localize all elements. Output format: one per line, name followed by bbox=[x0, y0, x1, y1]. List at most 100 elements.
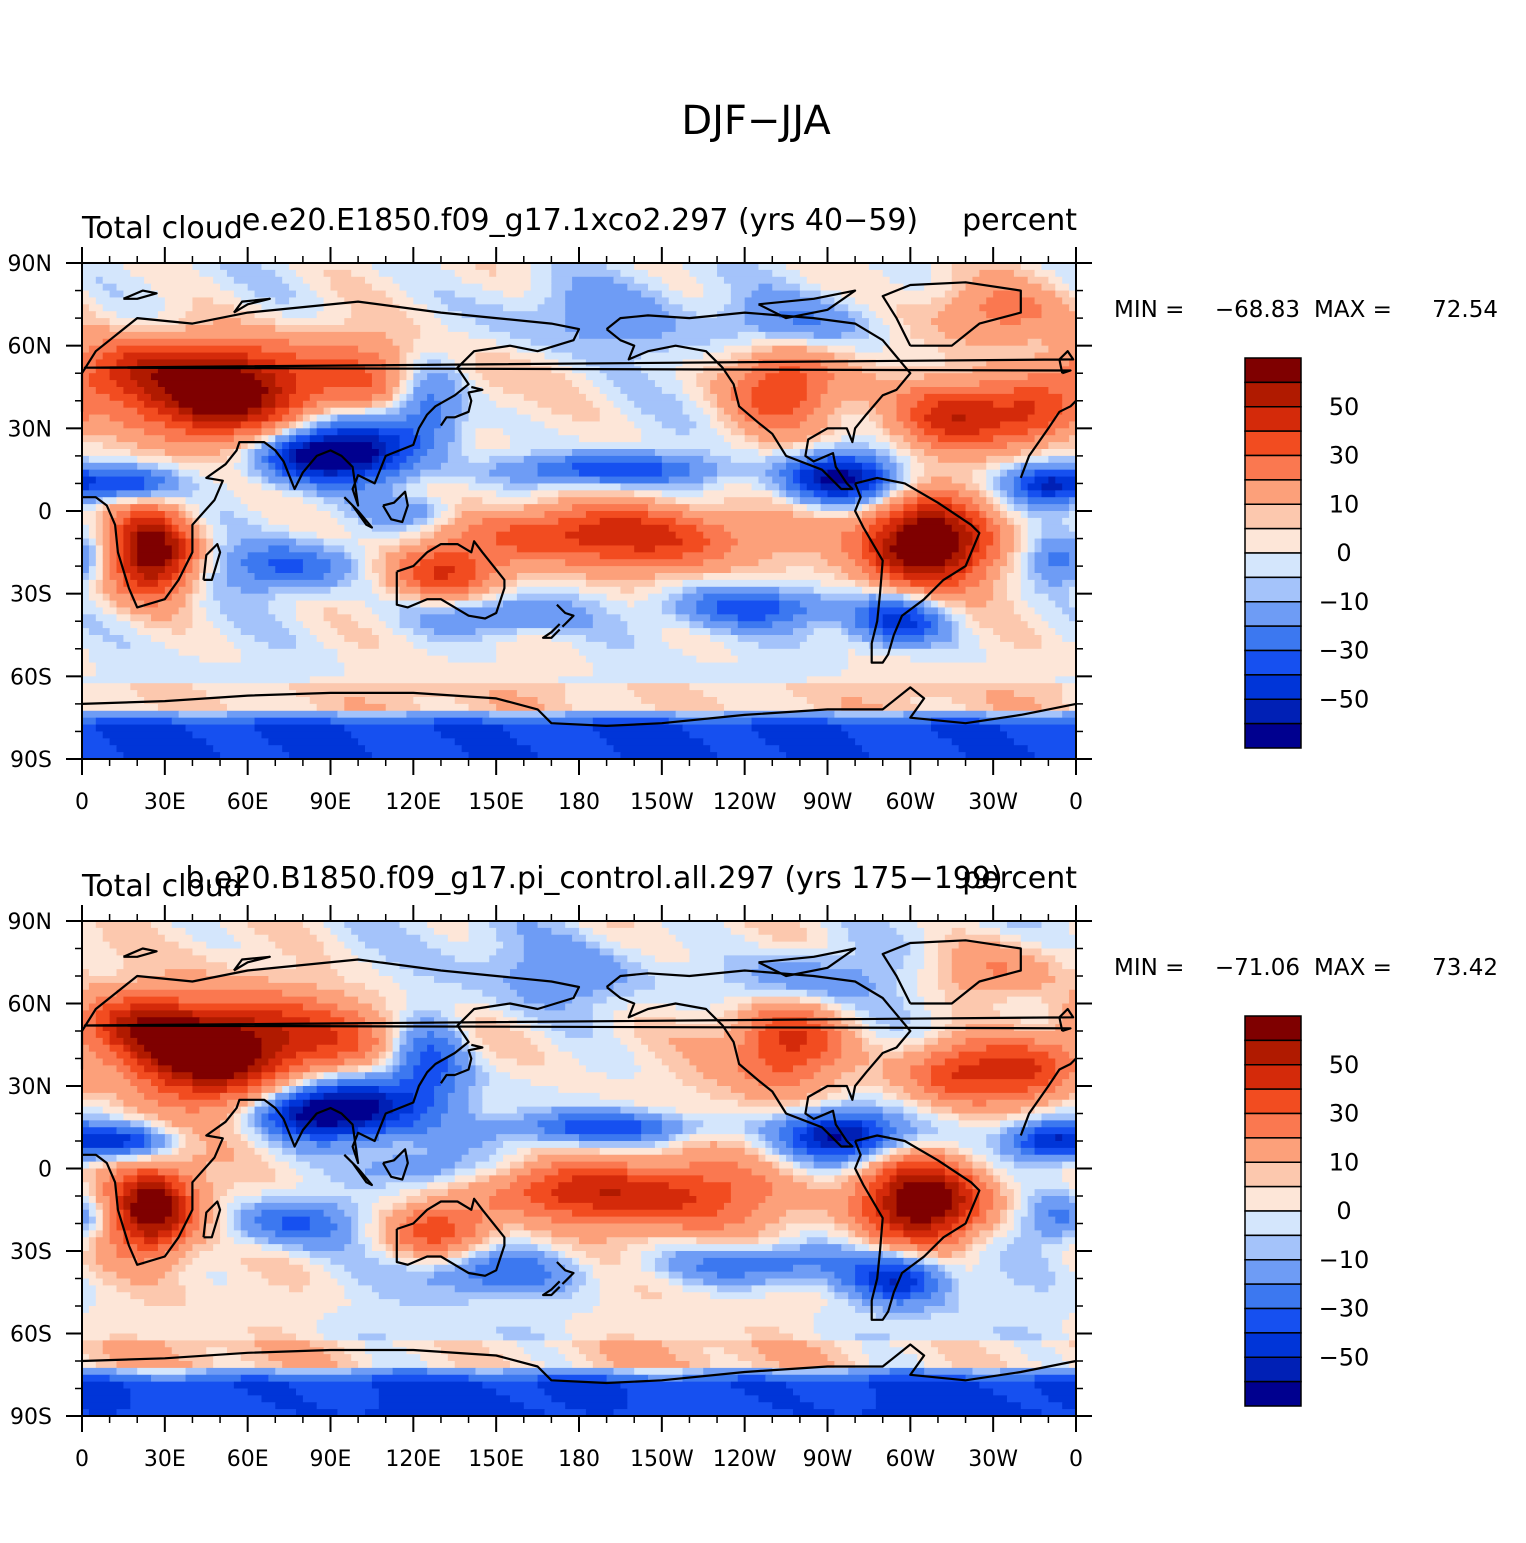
field-cell bbox=[924, 469, 974, 478]
field-cell bbox=[827, 1278, 842, 1286]
field-cell bbox=[958, 1202, 974, 1211]
field-cell bbox=[1020, 290, 1056, 299]
field-cell bbox=[489, 1237, 504, 1245]
field-cell bbox=[192, 1196, 200, 1204]
field-cell bbox=[178, 559, 187, 567]
colorbar-box bbox=[1244, 503, 1302, 530]
field-cell bbox=[820, 1106, 884, 1115]
field-cell bbox=[475, 1113, 525, 1121]
field-cell bbox=[434, 976, 504, 984]
field-cell bbox=[330, 1024, 359, 1032]
field-cell bbox=[654, 955, 691, 963]
field-cell bbox=[1055, 1065, 1077, 1073]
field-cell bbox=[399, 449, 414, 457]
field-cell bbox=[192, 621, 214, 629]
field-cell bbox=[675, 1072, 704, 1080]
field-cell bbox=[917, 607, 925, 615]
field-cell bbox=[185, 1223, 200, 1231]
field-cell bbox=[268, 414, 283, 423]
field-cell bbox=[261, 731, 352, 739]
field-cell bbox=[365, 1017, 387, 1025]
field-cell bbox=[240, 1113, 249, 1121]
field-cell bbox=[185, 1251, 200, 1259]
field-cell bbox=[489, 325, 566, 333]
field-cell bbox=[309, 1161, 373, 1170]
field-cell bbox=[109, 393, 138, 402]
field-cell bbox=[641, 1065, 670, 1073]
field-cell bbox=[116, 1161, 207, 1170]
field-cell bbox=[254, 1237, 269, 1245]
field-cell bbox=[758, 1044, 787, 1053]
field-cell bbox=[302, 1106, 380, 1115]
field-cell bbox=[813, 462, 863, 471]
field-cell bbox=[282, 1086, 290, 1094]
field-cell bbox=[523, 393, 587, 402]
field-cell bbox=[109, 538, 118, 547]
field-cell bbox=[406, 1003, 456, 1011]
field-cell bbox=[123, 1230, 131, 1238]
field-cell bbox=[523, 934, 573, 943]
field-cell bbox=[178, 511, 187, 519]
field-cell bbox=[427, 1106, 449, 1115]
field-cell bbox=[254, 1099, 263, 1108]
field-cell bbox=[123, 1237, 145, 1245]
field-cell bbox=[316, 428, 338, 436]
field-cell bbox=[461, 1154, 490, 1163]
field-cell bbox=[351, 566, 359, 574]
field-cell bbox=[937, 955, 953, 963]
field-cell bbox=[185, 325, 276, 333]
field-cell bbox=[130, 1079, 152, 1087]
field-cell bbox=[447, 1106, 470, 1115]
field-cell bbox=[95, 1285, 118, 1293]
field-cell bbox=[82, 511, 97, 519]
field-cell bbox=[1034, 1072, 1056, 1080]
field-cell bbox=[1020, 1127, 1036, 1135]
field-cell bbox=[813, 586, 863, 595]
field-cell bbox=[1034, 1202, 1077, 1211]
field-cell bbox=[779, 1237, 808, 1245]
field-cell bbox=[1013, 545, 1022, 553]
field-cell bbox=[813, 1161, 842, 1170]
field-cell bbox=[247, 449, 256, 457]
field-cell bbox=[378, 635, 408, 643]
field-cell bbox=[544, 1361, 573, 1369]
field-cell bbox=[261, 1037, 290, 1046]
field-cell bbox=[220, 1237, 235, 1245]
field-cell bbox=[917, 1257, 925, 1266]
field-cell bbox=[579, 1285, 601, 1293]
field-cell bbox=[806, 1106, 822, 1115]
field-cell bbox=[226, 635, 256, 643]
field-cell bbox=[634, 490, 663, 498]
field-cell bbox=[903, 1086, 925, 1094]
field-cell bbox=[613, 982, 656, 991]
field-cell bbox=[855, 497, 870, 505]
field-cell bbox=[468, 552, 601, 560]
field-cell bbox=[648, 269, 691, 278]
field-cell bbox=[344, 697, 366, 705]
field-cell bbox=[358, 641, 380, 650]
field-cell bbox=[88, 380, 118, 388]
field-cell bbox=[406, 490, 428, 498]
field-cell bbox=[841, 1134, 863, 1142]
field-cell bbox=[171, 552, 180, 560]
field-cell bbox=[627, 683, 691, 691]
field-cell bbox=[917, 511, 946, 519]
field-cell bbox=[723, 435, 746, 443]
field-cell bbox=[834, 1285, 856, 1293]
field-cell bbox=[440, 731, 511, 739]
field-cell bbox=[358, 1237, 373, 1245]
field-cell bbox=[164, 538, 180, 547]
colorbar-box bbox=[1244, 454, 1302, 481]
field-cell bbox=[371, 1161, 456, 1170]
field-cell bbox=[675, 1106, 787, 1115]
field-cell bbox=[378, 435, 401, 443]
field-cell bbox=[931, 1271, 946, 1280]
field-cell bbox=[1034, 1285, 1049, 1293]
field-cell bbox=[302, 1264, 325, 1273]
field-cell bbox=[937, 948, 953, 956]
field-cell bbox=[123, 538, 131, 547]
field-cell bbox=[95, 662, 345, 671]
field-cell bbox=[696, 1127, 746, 1135]
field-cell bbox=[758, 1134, 766, 1142]
field-cell bbox=[986, 1154, 1001, 1163]
